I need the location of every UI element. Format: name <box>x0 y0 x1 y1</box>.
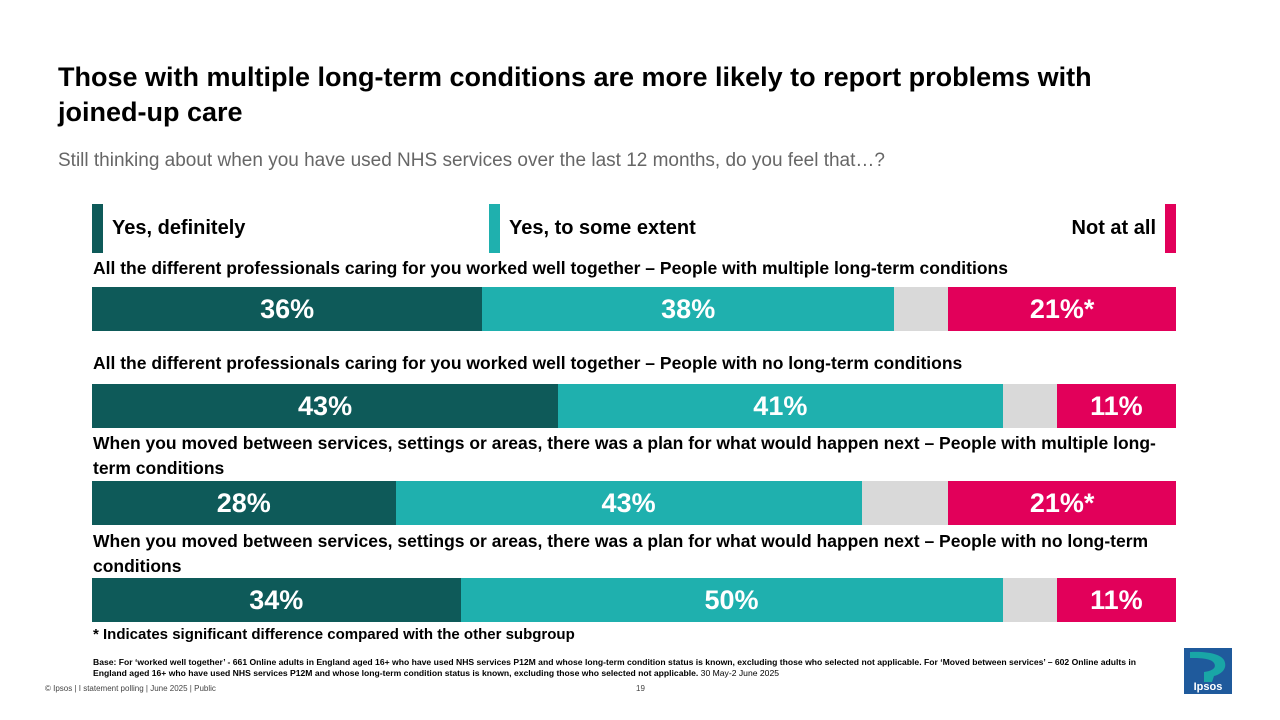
slide-subtitle: Still thinking about when you have used … <box>58 150 885 171</box>
segment-yes-definitely: 43% <box>92 384 559 428</box>
segment-neutral <box>1002 578 1057 622</box>
legend-item-not-at-all: Not at all <box>1072 204 1176 253</box>
segment-not-at-all: 21%* <box>948 287 1176 331</box>
stacked-bar: 34% 50% 11% <box>92 578 1176 622</box>
stacked-bar: 43% 41% 11% <box>92 384 1176 428</box>
legend-swatch <box>92 204 103 253</box>
legend-swatch <box>1165 204 1176 253</box>
segment-neutral <box>894 287 949 331</box>
segment-not-at-all: 11% <box>1056 578 1176 622</box>
segment-yes-some-extent: 38% <box>482 287 895 331</box>
segment-neutral <box>1002 384 1057 428</box>
significance-note: * Indicates significant difference compa… <box>93 626 575 643</box>
page-number: 19 <box>636 684 645 693</box>
segment-neutral <box>861 481 949 525</box>
legend-label: Yes, to some extent <box>509 217 696 239</box>
legend-label: Not at all <box>1071 217 1156 239</box>
segment-yes-definitely: 28% <box>92 481 396 525</box>
base-description: Base: For ‘worked well together’ - 661 O… <box>93 657 1137 678</box>
row-label: When you moved between services, setting… <box>93 531 1149 576</box>
base-text: Base: For ‘worked well together’ - 661 O… <box>93 657 1153 679</box>
segment-yes-definitely: 34% <box>92 578 461 622</box>
legend-item-yes-some-extent: Yes, to some extent <box>489 204 696 253</box>
segment-not-at-all: 11% <box>1056 384 1176 428</box>
row-label: When you moved between services, setting… <box>93 433 1156 478</box>
footer-copyright: © Ipsos | I statement polling | June 202… <box>45 684 216 693</box>
row-label: All the different professionals caring f… <box>93 353 963 373</box>
segment-yes-definitely: 36% <box>92 287 483 331</box>
segment-not-at-all: 21%* <box>948 481 1176 525</box>
row-label: All the different professionals caring f… <box>93 258 1008 278</box>
legend-item-yes-definitely: Yes, definitely <box>92 204 245 253</box>
stacked-bar: 36% 38% 21%* <box>92 287 1176 331</box>
stacked-bar: 28% 43% 21%* <box>92 481 1176 525</box>
base-dates: 30 May-2 June 2025 <box>700 668 780 678</box>
ipsos-logo: Ipsos <box>1184 648 1232 694</box>
segment-yes-some-extent: 43% <box>395 481 862 525</box>
segment-yes-some-extent: 41% <box>558 384 1003 428</box>
legend-label: Yes, definitely <box>112 217 246 239</box>
ipsos-logo-icon: Ipsos <box>1184 648 1232 694</box>
legend-swatch <box>489 204 500 253</box>
segment-yes-some-extent: 50% <box>460 578 1003 622</box>
slide-title: Those with multiple long-term conditions… <box>58 62 1092 127</box>
logo-text: Ipsos <box>1194 681 1223 693</box>
